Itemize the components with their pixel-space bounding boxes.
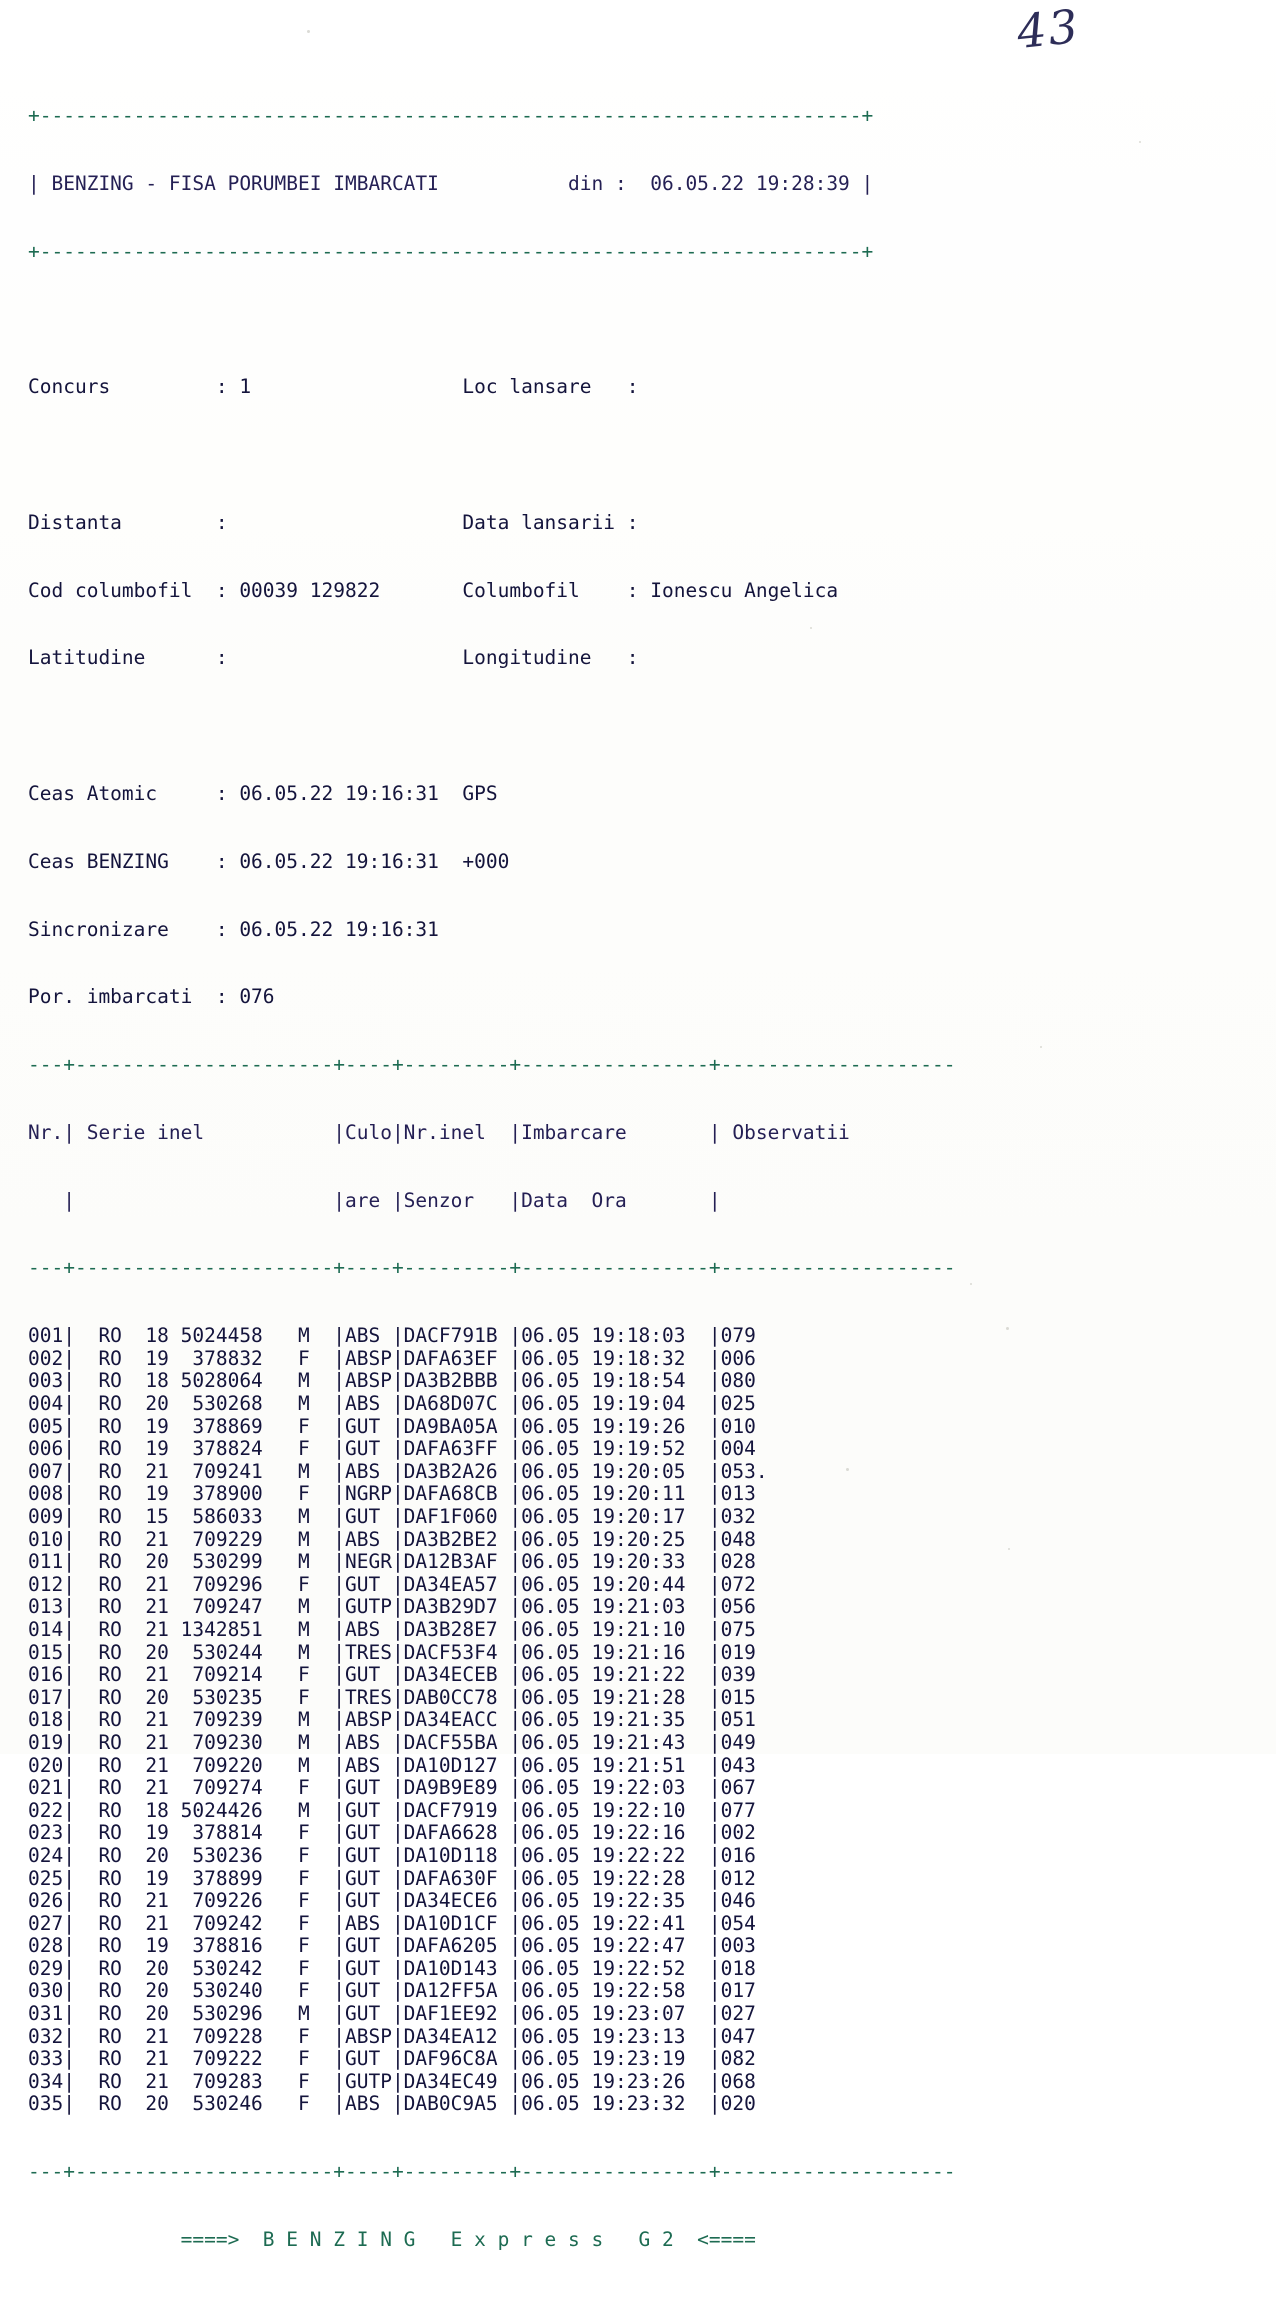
clock-row-por-imbarcati: Por. imbarcati : 076	[28, 985, 275, 1009]
table-row: 007| RO 21 709241 M |ABS |DA3B2A26 |06.0…	[28, 1459, 956, 1483]
table-row: 019| RO 21 709230 M |ABS |DACF55BA |06.0…	[28, 1730, 956, 1754]
scan-artifact-speck	[1139, 141, 1141, 143]
table-row: 018| RO 21 709239 M |ABSP|DA34EACC |06.0…	[28, 1708, 956, 1732]
scanned-document-page: 43 +------------------------------------…	[0, 0, 1276, 2251]
scan-artifact-speck	[1006, 1327, 1009, 1330]
table-row: 008| RO 19 378900 F |NGRP|DAFA68CB |06.0…	[28, 1482, 956, 1506]
table-row: 015| RO 20 530244 M |TRES|DACF53F4 |06.0…	[28, 1640, 956, 1664]
info-row-latitudine: Latitudine : Longitudine :	[28, 646, 639, 670]
info-row-distanta: Distanta : Data lansarii :	[28, 510, 639, 534]
table-row: 025| RO 19 378899 F |GUT |DAFA630F |06.0…	[28, 1866, 956, 1890]
table-top-rule: ---+----------------------+----+--------…	[28, 1053, 956, 1077]
table-row: 032| RO 21 709228 F |ABSP|DA34EA12 |06.0…	[28, 2024, 956, 2048]
header-top-rule: +---------------------------------------…	[28, 104, 874, 128]
table-row: 006| RO 19 378824 F |GUT |DAFA63FF |06.0…	[28, 1437, 956, 1461]
table-row: 023| RO 19 378814 F |GUT |DAFA6628 |06.0…	[28, 1821, 956, 1845]
scan-artifact-speck	[307, 30, 310, 33]
table-row: 002| RO 19 378832 F |ABSP|DAFA63EF |06.0…	[28, 1346, 956, 1370]
table-header-row-1: Nr.| Serie inel |Culo|Nr.inel |Imbarcare…	[28, 1120, 956, 1144]
table-row: 024| RO 20 530236 F |GUT |DA10D118 |06.0…	[28, 1843, 956, 1867]
table-row: 004| RO 20 530268 M |ABS |DA68D07C |06.0…	[28, 1392, 956, 1416]
scan-artifact-speck	[1008, 1548, 1010, 1550]
scan-artifact-speck	[970, 1283, 972, 1285]
table-row: 028| RO 19 378816 F |GUT |DAFA6205 |06.0…	[28, 1934, 956, 1958]
table-row: 031| RO 20 530296 M |GUT |DAF1EE92 |06.0…	[28, 2002, 956, 2026]
table-row: 003| RO 18 5028064 M |ABSP|DA3B2BBB |06.…	[28, 1369, 956, 1393]
table-row: 021| RO 21 709274 F |GUT |DA9B9E89 |06.0…	[28, 1776, 956, 1800]
handwritten-page-number: 43	[1014, 0, 1083, 60]
table-row: 013| RO 21 709247 M |GUTP|DA3B29D7 |06.0…	[28, 1595, 956, 1619]
table-row: 035| RO 20 530246 F |ABS |DAB0C9A5 |06.0…	[28, 2092, 956, 2116]
table-row: 005| RO 19 378869 F |GUT |DA9BA05A |06.0…	[28, 1414, 956, 1438]
benzing-printout: +---------------------------------------…	[28, 60, 1243, 2297]
table-row: 034| RO 21 709283 F |GUTP|DA34EC49 |06.0…	[28, 2069, 956, 2093]
table-row: 016| RO 21 709214 F |GUT |DA34ECEB |06.0…	[28, 1663, 956, 1687]
table-row: 030| RO 20 530240 F |GUT |DA12FF5A |06.0…	[28, 1979, 956, 2003]
blank-line-1	[28, 309, 1243, 332]
table-bottom-rule: ---+----------------------+----+--------…	[28, 2160, 956, 2184]
clock-row-ceas-atomic: Ceas Atomic : 06.05.22 19:16:31 GPS	[28, 782, 498, 805]
table-header-rule: ---+----------------------+----+--------…	[28, 1256, 956, 1280]
scan-artifact-speck	[1040, 1046, 1042, 1048]
table-row: 020| RO 21 709220 M |ABS |DA10D127 |06.0…	[28, 1753, 956, 1777]
clock-row-sincronizare: Sincronizare : 06.05.22 19:16:31	[28, 917, 439, 941]
table-row: 011| RO 20 530299 M |NEGR|DA12B3AF |06.0…	[28, 1550, 956, 1574]
scan-artifact-speck	[846, 1468, 849, 1471]
table-row: 027| RO 21 709242 F |ABS |DA10D1CF |06.0…	[28, 1911, 956, 1935]
clock-row-ceas-benzing: Ceas BENZING : 06.05.22 19:16:31 +000	[28, 849, 510, 873]
table-row: 012| RO 21 709296 F |GUT |DA34EA57 |06.0…	[28, 1572, 956, 1596]
footer-benzing-express: ====> B E N Z I N G E x p r e s s G 2 <=…	[28, 2228, 756, 2251]
info-row-cod-columbofil: Cod columbofil : 00039 129822 Columbofil…	[28, 578, 839, 602]
table-row: 033| RO 21 709222 F |GUT |DAF96C8A |06.0…	[28, 2047, 956, 2071]
table-body: 001| RO 18 5024458 M |ABS |DACF791B |06.…	[28, 1325, 1243, 2116]
table-row: 010| RO 21 709229 M |ABS |DA3B2BE2 |06.0…	[28, 1527, 956, 1551]
table-row: 001| RO 18 5024458 M |ABS |DACF791B |06.…	[28, 1324, 956, 1348]
table-row: 009| RO 15 586033 M |GUT |DAF1F060 |06.0…	[28, 1505, 956, 1528]
table-row: 017| RO 20 530235 F |TRES|DAB0CC78 |06.0…	[28, 1685, 956, 1709]
report-title-line: | BENZING - FISA PORUMBEI IMBARCATI din …	[28, 171, 874, 195]
scan-artifact-speck	[810, 627, 812, 629]
table-row: 026| RO 21 709226 F |GUT |DA34ECE6 |06.0…	[28, 1889, 956, 1913]
table-row: 029| RO 20 530242 F |GUT |DA10D143 |06.0…	[28, 1956, 956, 1980]
blank-line-2	[28, 444, 1243, 467]
table-row: 014| RO 21 1342851 M |ABS |DA3B28E7 |06.…	[28, 1617, 956, 1641]
table-row: 022| RO 18 5024426 M |GUT |DACF7919 |06.…	[28, 1798, 956, 1822]
blank-line-3	[28, 715, 1243, 738]
table-header-row-2: | |are |Senzor |Data Ora |	[28, 1188, 956, 1212]
header-bottom-rule: +---------------------------------------…	[28, 239, 874, 263]
info-row-concurs: Concurs : 1 Loc lansare :	[28, 375, 639, 399]
